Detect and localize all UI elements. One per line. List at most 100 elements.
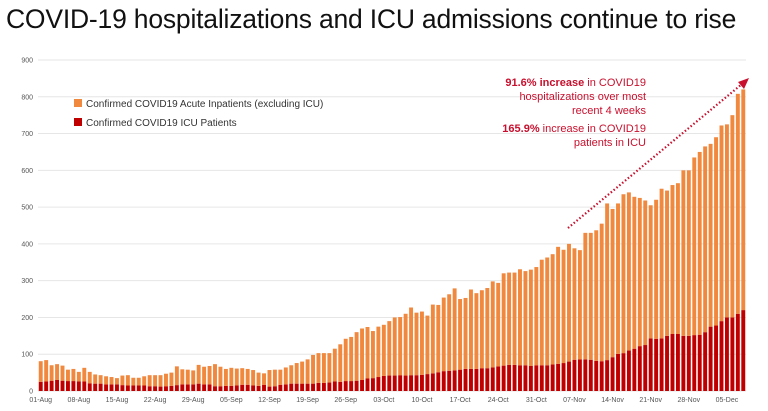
bar-acute	[469, 289, 473, 369]
annotation-line: 165.9% increase in COVID19	[502, 123, 646, 135]
bar-icu	[626, 350, 631, 391]
bar-icu	[550, 364, 555, 391]
bar-acute	[719, 125, 724, 322]
y-tick-label: 800	[21, 94, 33, 101]
bar-acute	[670, 185, 675, 334]
bar-acute	[321, 353, 326, 383]
y-tick-label: 700	[21, 131, 33, 138]
bar-acute	[512, 272, 517, 365]
bar-icu	[332, 381, 337, 391]
bar-acute	[561, 249, 566, 364]
bar-acute	[675, 183, 680, 334]
bar-icu	[316, 382, 321, 391]
bar-icu	[213, 386, 217, 391]
bar-acute	[458, 299, 463, 370]
bar-icu	[501, 365, 506, 391]
bar-icu	[164, 386, 168, 391]
bar-icu	[98, 383, 103, 391]
bar-acute	[485, 288, 490, 369]
y-tick-label: 900	[21, 58, 33, 65]
y-tick-label: 0	[29, 389, 33, 396]
bar-icu	[381, 375, 386, 391]
x-tick-label: 10-Oct	[411, 397, 432, 404]
bar-icu	[44, 381, 49, 391]
bar-icu	[354, 380, 359, 391]
bar-icu	[675, 333, 680, 391]
bar-acute	[125, 375, 130, 386]
bar-icu	[714, 325, 719, 391]
bar-acute	[534, 267, 539, 366]
bar-icu	[87, 383, 92, 391]
bar-acute	[392, 317, 397, 376]
y-tick-label: 100	[21, 352, 33, 359]
bar-acute	[474, 293, 479, 369]
annotation-line: hospitalizations over most	[519, 91, 646, 103]
bar-acute	[632, 196, 637, 349]
bar-acute	[665, 190, 669, 336]
bar-acute	[686, 170, 691, 336]
bar-acute	[174, 366, 179, 386]
bar-acute	[659, 188, 664, 339]
bar-acute	[131, 377, 136, 386]
legend-swatch-acute	[74, 99, 82, 107]
bar-acute	[120, 375, 125, 386]
bar-icu	[109, 384, 114, 391]
bar-icu	[599, 361, 604, 391]
bar-acute	[545, 257, 550, 366]
bar-icu	[234, 385, 239, 391]
bar-icu	[327, 382, 332, 391]
bar-icu	[703, 332, 708, 391]
bar-acute	[692, 157, 697, 336]
bar-icu	[561, 363, 566, 391]
bar-acute	[681, 170, 686, 336]
x-tick-label: 12-Sep	[258, 397, 281, 404]
page-title: COVID-19 hospitalizations and ICU admiss…	[6, 4, 737, 34]
bar-acute	[577, 250, 582, 360]
bar-acute	[605, 203, 610, 361]
bar-icu	[283, 384, 288, 391]
bar-acute	[381, 324, 386, 376]
bar-acute	[115, 378, 119, 385]
bar-acute	[153, 375, 158, 387]
bar-icu	[539, 365, 544, 391]
bar-icu	[616, 353, 620, 391]
bar-icu	[174, 385, 179, 391]
bar-icu	[240, 384, 245, 391]
bar-icu	[637, 346, 642, 391]
bar-acute	[735, 93, 740, 314]
x-tick-label: 29-Aug	[182, 397, 205, 404]
bar-acute	[294, 363, 299, 384]
bar-acute	[654, 199, 659, 339]
bar-icu	[245, 384, 250, 391]
bar-icu	[104, 384, 109, 391]
bar-acute	[180, 369, 185, 385]
bar-acute	[158, 375, 163, 387]
bar-icu	[38, 381, 43, 391]
bar-icu	[131, 385, 136, 391]
bar-acute	[278, 369, 283, 385]
bar-icu	[621, 353, 626, 391]
bar-acute	[245, 368, 250, 385]
x-tick-label: 05-Sep	[220, 397, 243, 404]
bar-icu	[458, 369, 463, 391]
bar-icu	[528, 365, 533, 391]
bar-acute	[376, 326, 381, 378]
x-tick-label: 03-Oct	[373, 397, 394, 404]
bar-icu	[523, 365, 528, 391]
x-tick-label: 05-Dec	[716, 397, 739, 404]
bar-icu	[169, 385, 174, 391]
bar-acute	[38, 361, 43, 382]
bar-icu	[425, 374, 430, 391]
bar-icu	[202, 384, 207, 391]
bar-icu	[370, 378, 375, 391]
bar-icu	[490, 367, 495, 391]
bar-acute	[583, 232, 588, 360]
bar-acute	[251, 370, 256, 386]
x-tick-label: 07-Nov	[563, 397, 586, 404]
bar-icu	[724, 317, 729, 391]
bar-acute	[550, 254, 555, 365]
bar-icu	[567, 361, 571, 391]
bar-icu	[196, 383, 201, 391]
bar-icu	[60, 380, 65, 391]
y-tick-label: 600	[21, 168, 33, 175]
